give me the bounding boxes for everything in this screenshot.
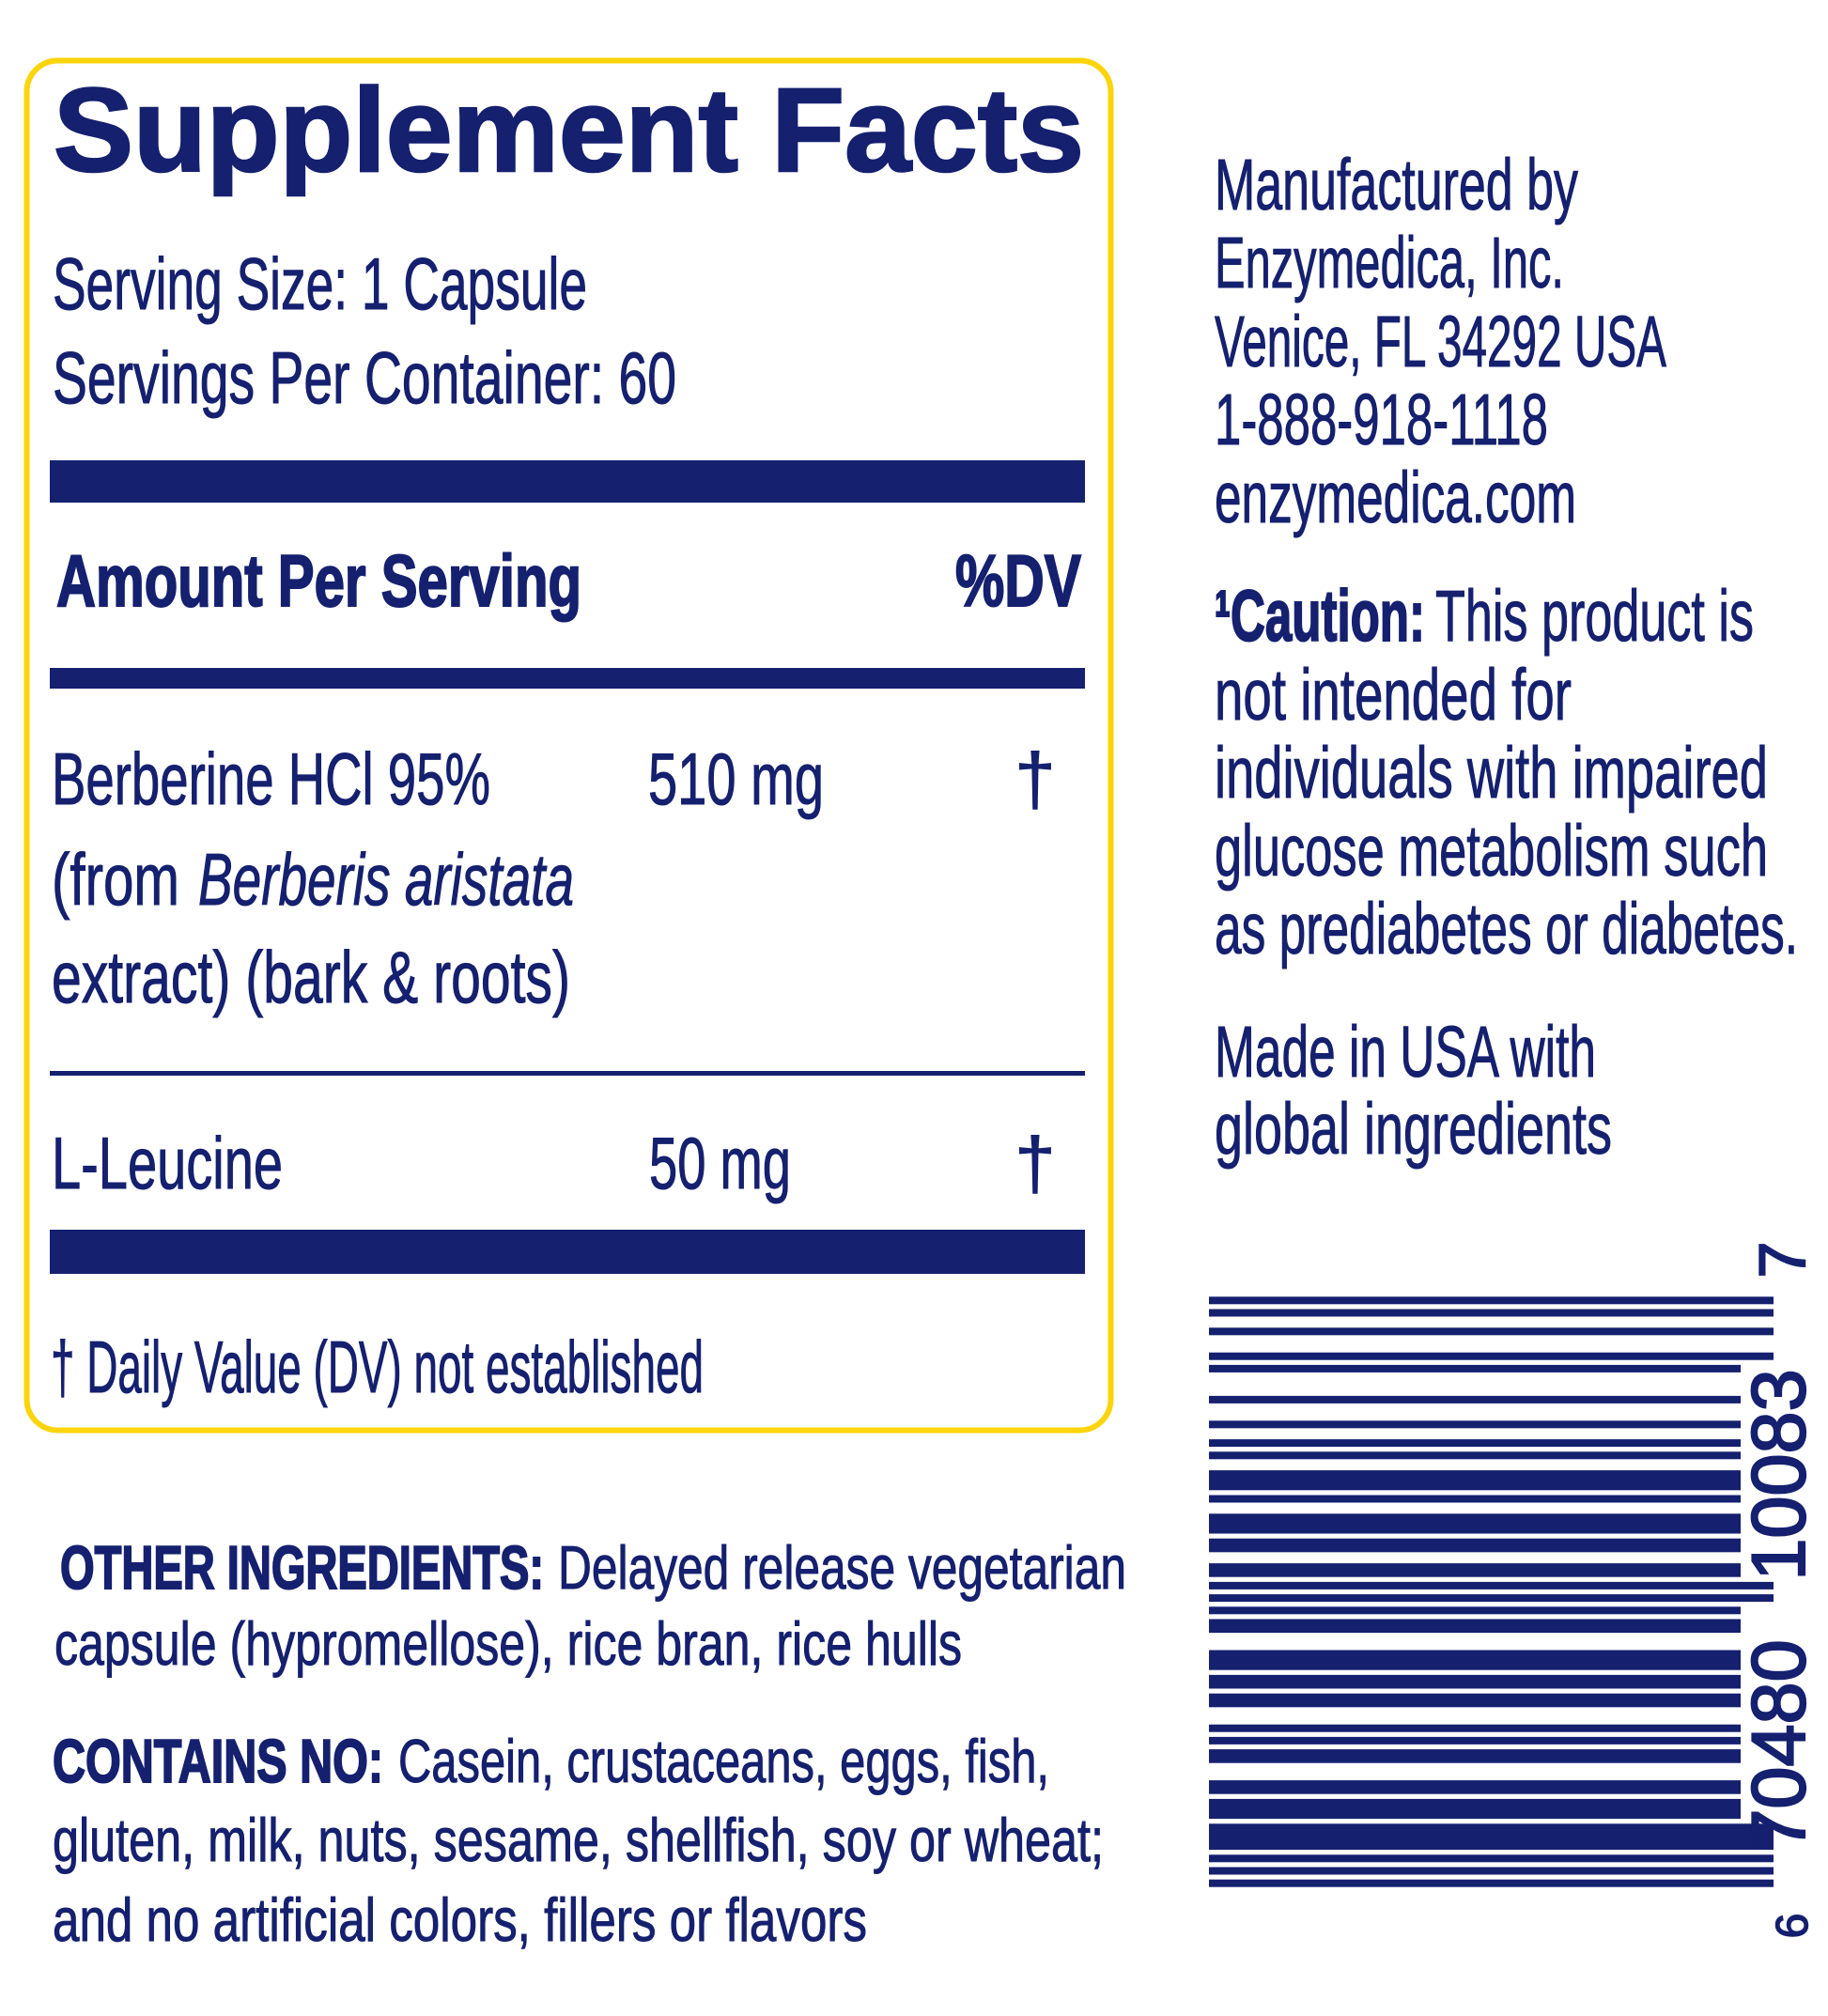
svg-text:Serving Size: 1 Capsule: Serving Size: 1 Capsule [53,242,587,325]
svg-text:†: † [1015,1122,1055,1204]
svg-text:Made in USA with: Made in USA with [1215,1012,1596,1093]
svg-text:gluten, milk, nuts, sesame, sh: gluten, milk, nuts, sesame, shellfish, s… [53,1806,1104,1874]
svg-text:6: 6 [1768,1914,1818,1939]
svg-text:glucose metabolism such: glucose metabolism such [1215,811,1768,892]
svg-text:Casein, crustaceans, eggs, fis: Casein, crustaceans, eggs, fish, [398,1727,1049,1795]
svg-text:Manufactured by: Manufactured by [1215,145,1578,225]
svg-text:and no artificial colors, fill: and no artificial colors, fillers or fla… [53,1885,867,1954]
svg-text:Enzymedica, Inc.: Enzymedica, Inc. [1215,223,1564,303]
svg-text:capsule (hypromellose), rice b: capsule (hypromellose), rice bran, rice … [54,1609,962,1678]
svg-text:Berberis aristata: Berberis aristata [198,838,574,921]
svg-text:extract) (bark & roots): extract) (bark & roots) [52,936,570,1018]
svg-text:Venice, FL 34292 USA: Venice, FL 34292 USA [1215,302,1666,382]
svg-text:Supplement Facts: Supplement Facts [54,64,1084,196]
svg-text:Delayed release vegetarian: Delayed release vegetarian [558,1533,1126,1602]
svg-text:enzymedica.com: enzymedica.com [1215,457,1576,538]
svg-text:50 mg: 50 mg [649,1122,791,1204]
svg-text:70480: 70480 [1737,1639,1821,1851]
svg-text:¹Caution:: ¹Caution: [1215,576,1425,657]
svg-text:global ingredients: global ingredients [1215,1089,1612,1170]
svg-text:CONTAINS NO:: CONTAINS NO: [53,1727,383,1795]
svg-text:1-888-918-1118: 1-888-918-1118 [1215,380,1548,460]
svg-text:not intended for: not intended for [1215,655,1572,736]
svg-text:as prediabetes or diabetes.: as prediabetes or diabetes. [1215,889,1798,969]
svg-text:This product is: This product is [1435,576,1754,657]
svg-text:† Daily Value (DV) not establi: † Daily Value (DV) not established [51,1326,704,1408]
svg-text:individuals with impaired: individuals with impaired [1215,733,1768,814]
svg-text:L-Leucine: L-Leucine [52,1122,283,1204]
svg-text:Berberine HCl 95%: Berberine HCl 95% [52,737,490,820]
svg-text:Amount Per Serving: Amount Per Serving [56,539,581,622]
svg-text:%DV: %DV [955,539,1081,622]
svg-text:Servings Per Container: 60: Servings Per Container: 60 [53,336,676,419]
svg-text:10083: 10083 [1737,1369,1821,1580]
svg-text:†: † [1015,737,1055,820]
svg-text:OTHER INGREDIENTS:: OTHER INGREDIENTS: [60,1533,544,1602]
svg-text:(from: (from [52,838,179,921]
svg-text:510 mg: 510 mg [648,737,824,820]
svg-text:7: 7 [1745,1242,1819,1279]
